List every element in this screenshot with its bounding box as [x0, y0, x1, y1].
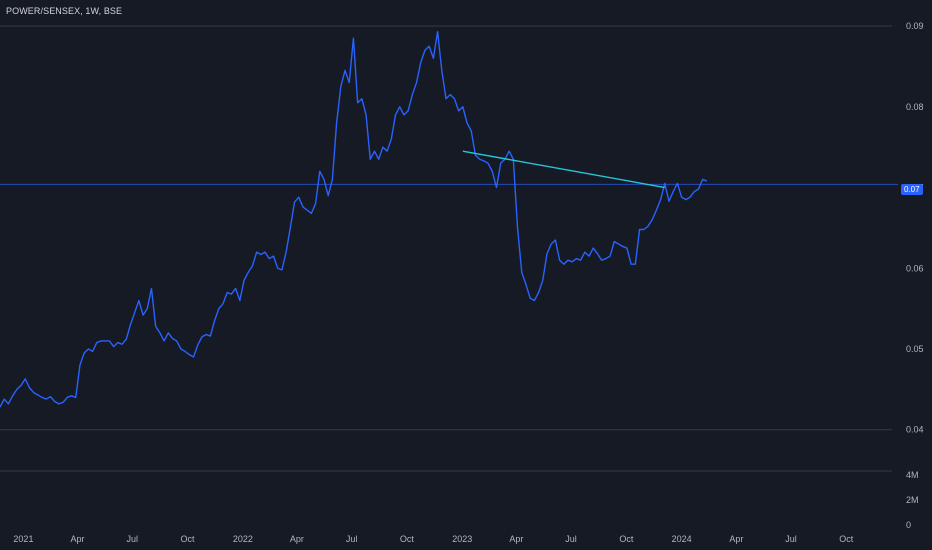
- x-tick-label: 2024: [672, 534, 692, 544]
- volume-tick-label: 4M: [906, 470, 919, 480]
- x-tick-label: 2022: [233, 534, 253, 544]
- x-tick-label: Jul: [785, 534, 797, 544]
- x-tick-label: Apr: [729, 534, 743, 544]
- y-tick-label: 0.09: [906, 21, 924, 31]
- y-tick-label: 0.08: [906, 102, 924, 112]
- x-tick-label: Oct: [839, 534, 854, 544]
- resistance-trendline: [462, 150, 665, 189]
- x-tick-label: Jul: [126, 534, 138, 544]
- volume-axis: 4M 2M 0: [906, 470, 919, 530]
- last-price-badge: 0.07: [901, 184, 923, 195]
- x-tick-label: Oct: [181, 534, 196, 544]
- x-tick-label: Apr: [290, 534, 304, 544]
- volume-tick-label: 0: [906, 520, 911, 530]
- x-tick-label: Jul: [565, 534, 577, 544]
- y-tick-label: 0.05: [906, 344, 924, 354]
- price-series-line: [0, 30, 708, 408]
- volume-tick-label: 2M: [906, 495, 919, 505]
- y-tick-label: 0.06: [906, 263, 924, 273]
- series-layer: [0, 30, 708, 408]
- time-axis: 2021 Apr Jul Oct 2022 Apr Jul Oct 2023 Apr Jul Oct 2…: [13, 534, 853, 544]
- x-tick-label: 2021: [13, 534, 33, 544]
- y-tick-label: 0.04: [906, 425, 924, 435]
- symbol-title: POWER/SENSEX, 1W, BSE: [6, 6, 123, 16]
- x-tick-label: Apr: [509, 534, 523, 544]
- x-tick-label: Oct: [400, 534, 415, 544]
- x-tick-label: 2023: [452, 534, 472, 544]
- price-axis: 0.040.050.060.070.080.09: [906, 21, 924, 435]
- x-tick-label: Oct: [619, 534, 634, 544]
- x-tick-label: Apr: [71, 534, 85, 544]
- trendline-layer: [462, 150, 665, 189]
- x-tick-label: Jul: [346, 534, 358, 544]
- grid-layer: [0, 25, 898, 472]
